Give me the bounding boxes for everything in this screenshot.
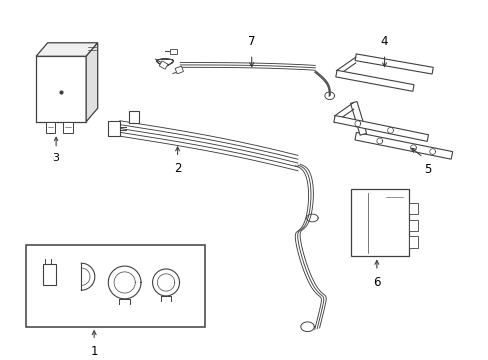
Bar [46,122,55,133]
Text: 2: 2 [174,162,181,175]
Text: 6: 6 [372,276,380,289]
Bar [129,111,139,123]
Bar [36,56,86,122]
Bar [408,236,417,248]
Bar [350,189,408,256]
Bar [408,203,417,214]
Bar [169,49,176,54]
Polygon shape [335,70,413,91]
Bar [63,122,73,133]
Polygon shape [350,102,366,135]
Polygon shape [354,132,452,159]
Bar [43,264,56,285]
Bar [175,66,183,74]
Polygon shape [333,116,427,141]
Text: 7: 7 [247,35,255,48]
Polygon shape [36,43,98,56]
Polygon shape [86,43,98,122]
Text: 1: 1 [90,345,98,358]
Text: 5: 5 [423,163,431,176]
Bar [26,245,204,327]
Bar [159,61,167,69]
Text: 3: 3 [53,153,60,162]
Text: 4: 4 [380,35,387,48]
Bar [408,220,417,231]
Polygon shape [354,54,432,74]
Bar [108,121,120,136]
